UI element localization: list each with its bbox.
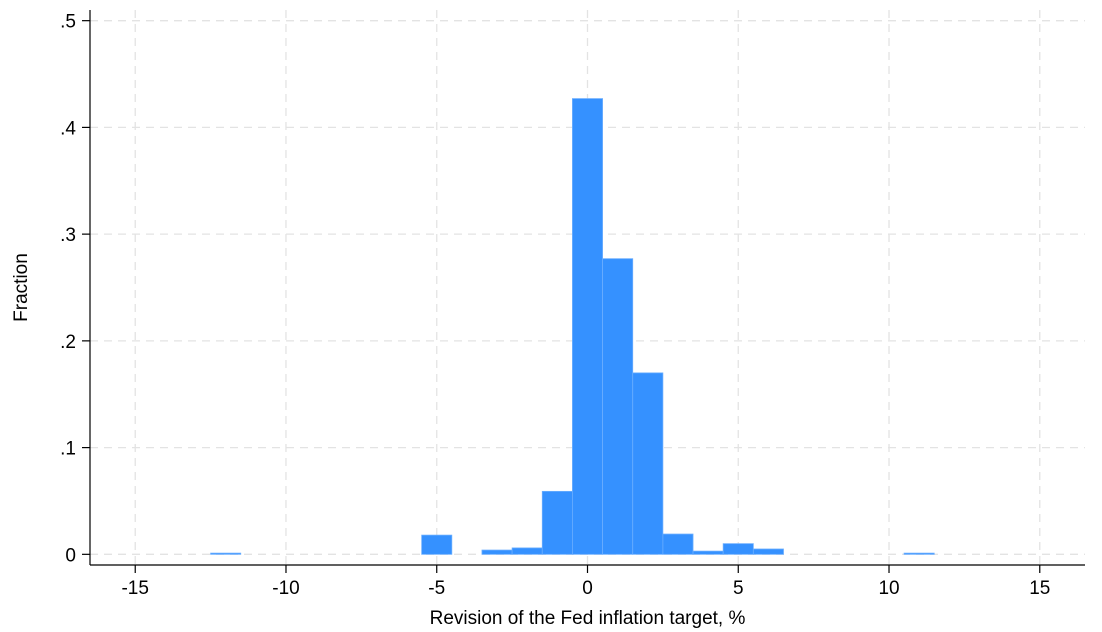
histogram-bar <box>602 258 634 555</box>
histogram-bar <box>692 550 724 555</box>
x-tick-label: 5 <box>733 578 744 599</box>
histogram-bar <box>632 372 664 555</box>
histogram-bar <box>722 543 754 555</box>
y-axis-title: Fraction <box>11 253 32 322</box>
x-tick-label: -5 <box>428 578 445 599</box>
bars-layer <box>210 98 935 555</box>
x-tick-label: 10 <box>878 578 899 599</box>
y-tick-label: .5 <box>60 12 76 33</box>
histogram-bar <box>662 533 694 555</box>
x-tick-label: -15 <box>121 578 148 599</box>
histogram-bar <box>541 490 573 555</box>
x-tick-label: 0 <box>582 578 593 599</box>
histogram-bar <box>481 549 513 555</box>
histogram-bar <box>511 547 543 555</box>
x-tick-label: 15 <box>1029 578 1050 599</box>
y-tick-label: .2 <box>60 332 76 353</box>
axes-layer: -15 -10 -5 0 5 10 15 0 .1 .2 .3 .4 .5 <box>60 10 1085 599</box>
x-axis-title: Revision of the Fed inflation target, % <box>430 608 746 629</box>
histogram-bar <box>903 552 935 555</box>
y-tick-label: .4 <box>60 118 76 139</box>
y-tick-label: .1 <box>60 439 76 460</box>
y-tick-label: .3 <box>60 225 76 246</box>
y-tick-label: 0 <box>65 545 76 566</box>
histogram-bar <box>752 548 784 555</box>
histogram-bar <box>210 552 242 555</box>
histogram-bar <box>572 98 603 555</box>
histogram-bar <box>421 534 453 555</box>
x-tick-label: -10 <box>272 578 299 599</box>
